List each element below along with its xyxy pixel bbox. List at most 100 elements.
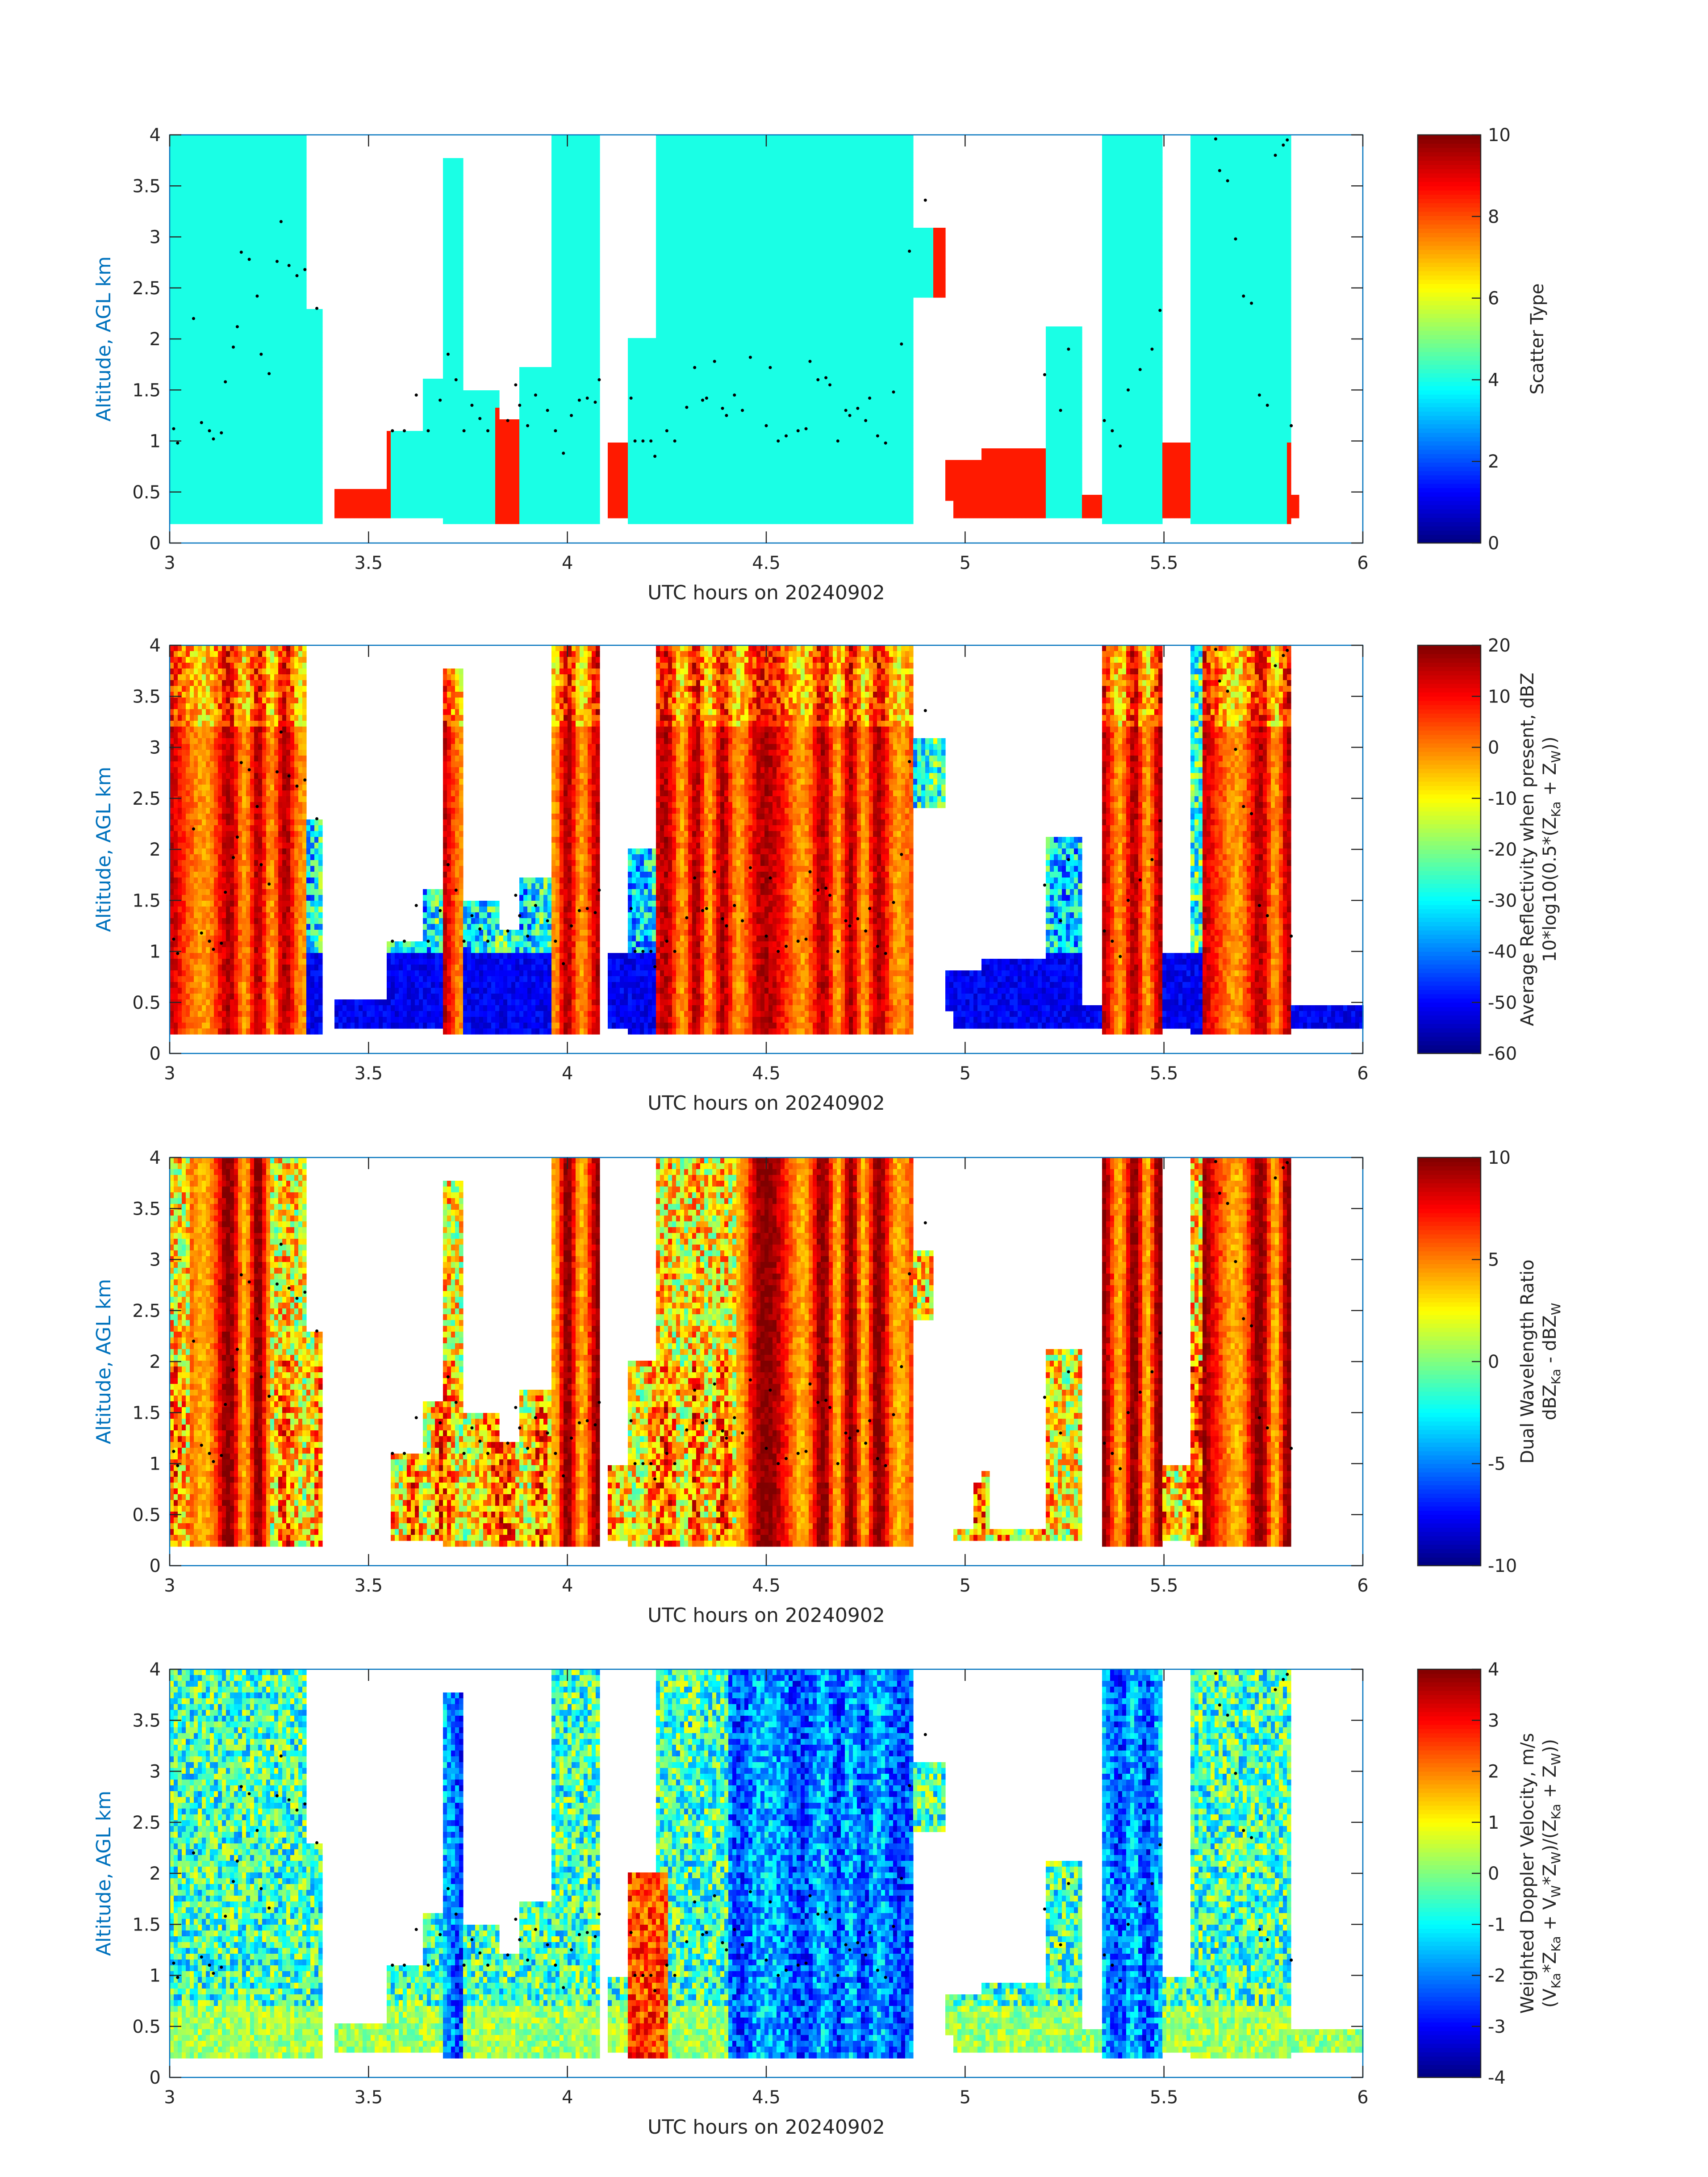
heatmap-cell <box>234 315 238 321</box>
heatmap-cell <box>214 315 218 321</box>
heatmap-cell <box>262 495 267 501</box>
heatmap-cell <box>174 396 178 402</box>
heatmap-cell <box>198 495 202 501</box>
heatmap-cell <box>218 477 222 484</box>
heatmap-cell <box>238 187 242 193</box>
heatmap-cell <box>178 263 182 269</box>
heatmap-cell <box>266 408 271 414</box>
heatmap-cell <box>186 332 190 338</box>
heatmap-cell <box>254 448 259 455</box>
heatmap-cell <box>242 268 246 275</box>
heatmap-cell <box>182 437 186 443</box>
heatmap-cell <box>262 321 267 327</box>
heatmap-cell <box>194 483 198 489</box>
heatmap-cell <box>274 274 279 280</box>
heatmap-cell <box>206 384 210 391</box>
heatmap-cell <box>218 367 222 373</box>
heatmap-cell <box>258 361 263 368</box>
heatmap-cell <box>246 175 251 182</box>
heatmap-cell <box>274 210 279 217</box>
heatmap-cell <box>230 239 234 246</box>
heatmap-cell <box>246 193 251 199</box>
heatmap-cell <box>274 199 279 205</box>
heatmap-cell <box>230 518 234 524</box>
heatmap-cell <box>258 390 263 397</box>
heatmap-cell <box>226 245 230 251</box>
heatmap-cell <box>258 286 263 292</box>
heatmap-cell <box>182 326 186 333</box>
heatmap-cell <box>226 205 230 211</box>
heatmap-cell <box>266 268 271 275</box>
heatmap-cell <box>254 489 259 495</box>
heatmap-cell <box>270 414 275 420</box>
heatmap-cell <box>194 239 198 246</box>
heatmap-cell <box>214 419 218 426</box>
heatmap-cell <box>182 361 186 368</box>
heatmap-cell <box>218 292 222 298</box>
heatmap-cell <box>262 216 267 222</box>
heatmap-cell <box>210 483 214 489</box>
heatmap-cell <box>274 373 279 379</box>
heatmap-cell <box>226 344 230 350</box>
heatmap-cell <box>182 472 186 478</box>
heatmap-cell <box>206 228 210 234</box>
heatmap-cell <box>230 321 234 327</box>
heatmap-cell <box>222 338 226 344</box>
heatmap-cell <box>258 164 263 170</box>
heatmap-cell <box>214 309 218 315</box>
heatmap-cell <box>174 483 178 489</box>
heatmap-cell <box>250 245 255 251</box>
heatmap-cell <box>250 443 255 449</box>
heatmap-cell <box>246 268 251 275</box>
heatmap-cell <box>262 472 267 478</box>
heatmap-cell <box>190 332 194 338</box>
heatmap-cell <box>230 164 234 170</box>
heatmap-cell <box>226 472 230 478</box>
heatmap-cell <box>202 303 206 309</box>
heatmap-cell <box>186 135 190 141</box>
heatmap-cell <box>258 292 263 298</box>
heatmap-cell <box>254 477 259 484</box>
heatmap-cell <box>238 448 242 455</box>
heatmap-cell <box>250 419 255 426</box>
heatmap-cell <box>198 164 202 170</box>
heatmap-cell <box>246 402 251 408</box>
heatmap-cell <box>278 239 283 246</box>
heatmap-cell <box>174 408 178 414</box>
heatmap-cell <box>222 350 226 356</box>
heatmap-cell <box>198 367 202 373</box>
heatmap-cell <box>202 152 206 159</box>
heatmap-cell <box>190 164 194 170</box>
heatmap-cell <box>226 280 230 286</box>
heatmap-cell <box>178 175 182 182</box>
heatmap-cell <box>250 315 255 321</box>
heatmap-cell <box>234 425 238 431</box>
heatmap-cell <box>226 315 230 321</box>
heatmap-cell <box>194 512 198 518</box>
heatmap-cell <box>202 315 206 321</box>
heatmap-cell <box>194 489 198 495</box>
heatmap-cell <box>238 501 242 507</box>
heatmap-cell <box>170 286 174 292</box>
heatmap-cell <box>262 402 267 408</box>
heatmap-cell <box>182 175 186 182</box>
heatmap-cell <box>186 501 190 507</box>
heatmap-cell <box>174 263 178 269</box>
heatmap-cell <box>202 495 206 501</box>
heatmap-cell <box>238 152 242 159</box>
heatmap-cell <box>210 344 214 350</box>
heatmap-cell <box>190 501 194 507</box>
heatmap-cell <box>266 210 271 217</box>
heatmap-cell <box>230 326 234 333</box>
heatmap-cell <box>178 501 182 507</box>
heatmap-cell <box>274 268 279 275</box>
heatmap-cell <box>182 518 186 524</box>
heatmap-cell <box>222 286 226 292</box>
heatmap-cell <box>170 506 174 513</box>
heatmap-cell <box>246 518 251 524</box>
heatmap-cell <box>190 489 194 495</box>
heatmap-cell <box>270 350 275 356</box>
heatmap-cell <box>258 460 263 466</box>
heatmap-cell <box>230 373 234 379</box>
heatmap-cell <box>178 193 182 199</box>
